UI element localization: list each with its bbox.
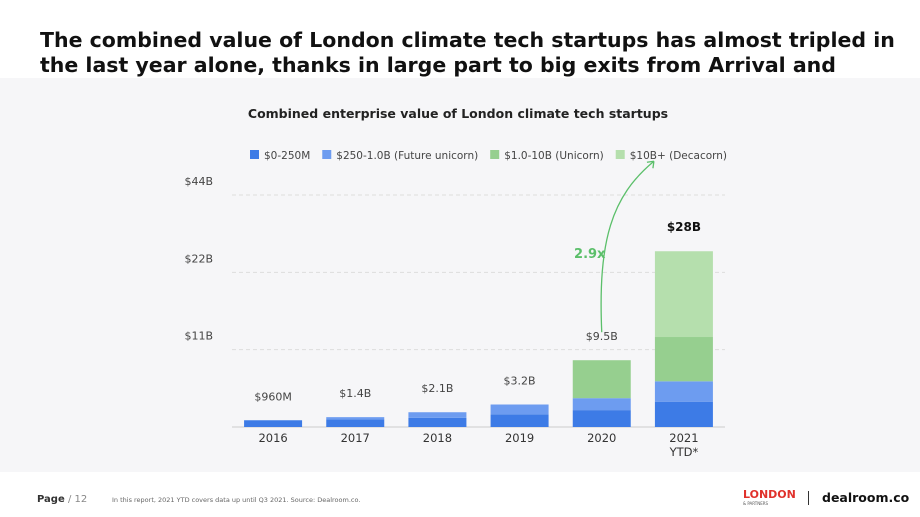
- x-tick-label: 2021 YTD*: [669, 431, 699, 459]
- x-tick-label: 2017: [341, 431, 370, 445]
- bar-segment: [572, 360, 631, 399]
- bar-segment: [326, 419, 385, 427]
- logo-sub: & PARTNERS: [743, 501, 769, 506]
- bar-segment: [654, 251, 713, 338]
- arrow-head: [646, 160, 655, 169]
- x-tick-label: 2020: [587, 431, 616, 445]
- bar-segment: [408, 412, 467, 418]
- total-label: $960M: [254, 390, 292, 403]
- page-count: / 12: [67, 494, 88, 505]
- legend-swatch: [250, 150, 259, 159]
- chart: Combined enterprise value of London clim…: [184, 106, 727, 459]
- footnote: In this report, 2021 YTD covers data up …: [112, 496, 361, 504]
- x-tick-label: 2018: [423, 431, 452, 445]
- legend-swatch: [322, 150, 332, 159]
- logo-london: LONDON & PARTNERS: [743, 488, 796, 506]
- y-tick-label: $44B: [184, 175, 213, 188]
- total-label: $2.1B: [421, 382, 453, 395]
- bar-segment: [326, 417, 385, 420]
- total-label: $3.2B: [504, 375, 536, 388]
- bar-segment: [408, 417, 467, 427]
- legend-label: $10B+ (Decacorn): [630, 150, 727, 162]
- total-label: $1.4B: [339, 387, 371, 400]
- page-number: Page / 12: [37, 494, 87, 505]
- bar-segment: [490, 414, 549, 427]
- bar-segment: [654, 381, 713, 402]
- total-label: $28B: [667, 220, 701, 234]
- x-tick-label: 2016: [258, 431, 287, 445]
- bar-segment: [244, 420, 303, 427]
- annotation-arrow: [600, 160, 655, 333]
- legend-swatch: [615, 150, 625, 159]
- logo-dealroom: dealroom.co: [822, 490, 910, 505]
- legend-label: $0-250M: [264, 150, 310, 162]
- bar-segment: [572, 398, 631, 411]
- annotation: 2.9x: [574, 247, 606, 262]
- bar-segment: [654, 337, 713, 382]
- legend-label: $250-1.0B (Future unicorn): [336, 150, 478, 162]
- chart-panel: Combined enterprise value of London clim…: [0, 78, 920, 472]
- bar-segment: [490, 404, 549, 415]
- x-tick-label: 2019: [505, 431, 534, 445]
- legend-swatch: [490, 150, 500, 159]
- headline: The combined value of London climate tec…: [40, 28, 895, 102]
- total-label: $9.5B: [586, 330, 618, 343]
- page-label: Page: [37, 494, 65, 505]
- logo-text: LONDON: [743, 488, 796, 501]
- y-tick-label: $22B: [184, 252, 213, 265]
- bar-segment: [572, 410, 631, 427]
- bar-segment: [654, 401, 713, 427]
- y-tick-label: $11B: [184, 330, 213, 343]
- separator: [808, 491, 809, 505]
- legend-label: $1.0-10B (Unicorn): [504, 150, 604, 162]
- chart-title: Combined enterprise value of London clim…: [248, 106, 668, 121]
